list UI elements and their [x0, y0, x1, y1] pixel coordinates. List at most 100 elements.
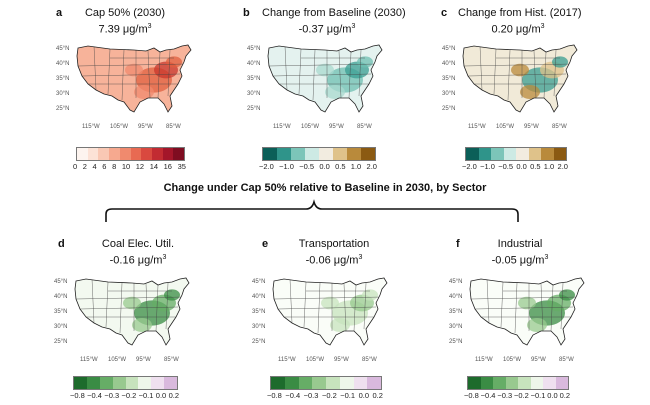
colorbar-tick: 0.5	[530, 162, 541, 171]
colorbar-swatch	[173, 148, 185, 160]
colorbar-swatch	[119, 148, 131, 160]
colorbar-tick: 2.0	[557, 162, 568, 171]
colorbar-swatch	[109, 148, 120, 160]
state-border	[348, 51, 352, 99]
lon-label: 85°W	[357, 124, 372, 130]
state-border	[303, 281, 307, 328]
lon-label: 95°W	[334, 357, 349, 363]
lat-label: 30°N	[252, 324, 266, 330]
colorbar-tick: −0.3	[104, 391, 120, 400]
colorbar	[270, 376, 382, 390]
lon-label: 115°W	[82, 124, 100, 130]
colorbar-tick: −0.2	[513, 391, 529, 400]
lon-label: 115°W	[273, 124, 291, 130]
panel-letter: e	[262, 238, 269, 250]
state-border	[289, 278, 293, 324]
panel-title: Industrial -0.05 μg/m3	[470, 238, 570, 268]
colorbar-swatch	[86, 377, 100, 389]
panel-value-sup: 3	[162, 254, 167, 261]
map-land	[75, 278, 189, 345]
colorbar-swatch	[77, 148, 88, 160]
colorbar-tick: 4	[92, 162, 97, 171]
colorbar-swatch	[112, 377, 126, 389]
colorbar-swatch	[130, 148, 142, 160]
colorbar	[467, 376, 569, 390]
panel-title: Coal Elec. Util. -0.16 μg/m3	[88, 238, 188, 268]
colorbar-swatch	[503, 148, 516, 160]
colorbar-tick: −0.2	[121, 391, 137, 400]
colorbar-tick: −0.8	[464, 391, 479, 400]
state-border	[500, 281, 504, 328]
panel-value-sup: 3	[351, 23, 356, 30]
us-map	[267, 44, 383, 113]
map-hotspot	[123, 296, 141, 310]
map-hotspot	[511, 63, 529, 77]
lat-label: 45°N	[449, 279, 463, 285]
map-outline	[267, 44, 383, 113]
panel-title: Transportation -0.06 μg/m3	[284, 238, 384, 268]
colorbar-swatch	[555, 377, 568, 389]
lon-label: 85°W	[166, 124, 181, 130]
state-border	[77, 63, 187, 67]
colorbar	[76, 147, 185, 161]
colorbar-tick: 10	[121, 162, 131, 171]
state-border	[543, 51, 547, 99]
colorbar-swatch	[319, 148, 333, 160]
lon-label: 85°W	[559, 357, 574, 363]
colorbar-tick: 0.0	[516, 162, 527, 171]
colorbar-swatch	[339, 377, 354, 389]
lat-label: 45°N	[247, 46, 261, 52]
lat-label: 25°N	[442, 106, 456, 112]
panel-value: -0.16 μg/m	[109, 254, 163, 267]
colorbar-swatch	[353, 377, 368, 389]
map-hotspot	[321, 296, 339, 310]
state-border	[165, 282, 169, 330]
lat-label: 35°N	[56, 76, 70, 82]
us-map	[76, 44, 192, 113]
colorbar-ticks: −2.0 −1.0 −0.5 0.0 0.5 1.0 2.0	[462, 162, 568, 171]
colorbar-swatch	[138, 377, 152, 389]
lon-label: 105°W	[496, 124, 515, 130]
state-border	[273, 296, 383, 300]
colorbar-swatch	[518, 377, 531, 389]
state-border	[474, 306, 574, 310]
colorbar	[73, 376, 178, 390]
map-land	[273, 278, 387, 345]
lat-label: 45°N	[54, 279, 68, 285]
colorbar-swatch	[530, 377, 543, 389]
panel-value: 0.20 μg/m	[491, 23, 541, 36]
state-border	[467, 73, 567, 77]
lon-label: 95°W	[524, 124, 539, 130]
panel-title-text: Change from Hist. (2017)	[458, 7, 582, 19]
colorbar-tick: 0.0	[358, 391, 369, 400]
map-outline	[76, 44, 192, 113]
colorbar-tick: −0.5	[299, 162, 315, 171]
colorbar-tick: 2	[82, 162, 87, 171]
lat-label: 40°N	[56, 61, 70, 67]
colorbar-tick: −0.8	[267, 391, 282, 400]
map-outline	[469, 277, 585, 346]
lat-label: 25°N	[449, 339, 463, 345]
colorbar-tick: 0.2	[372, 391, 383, 400]
map-hotspot	[132, 318, 152, 332]
lat-label: 40°N	[442, 61, 456, 67]
state-border	[157, 51, 161, 99]
lon-label: 115°W	[468, 124, 486, 130]
state-border	[353, 284, 357, 332]
panel-title-text: Cap 50% (2030)	[84, 7, 166, 19]
lon-label: 115°W	[475, 357, 493, 363]
map-land	[470, 278, 584, 345]
colorbar-swatch	[87, 148, 99, 160]
panel-title-text: Transportation	[298, 238, 370, 250]
colorbar-swatch	[74, 377, 87, 389]
colorbar-swatch	[151, 148, 163, 160]
state-border	[91, 278, 95, 324]
colorbar-tick: −0.4	[87, 391, 102, 400]
colorbar-swatch	[98, 148, 110, 160]
colorbar-tick: −0.3	[303, 391, 319, 400]
lat-label: 25°N	[252, 339, 266, 345]
colorbar-tick: −0.2	[321, 391, 337, 400]
map-hotspot	[518, 296, 536, 310]
panel-value-sup: 3	[358, 254, 363, 261]
colorbar-swatch	[516, 148, 529, 160]
